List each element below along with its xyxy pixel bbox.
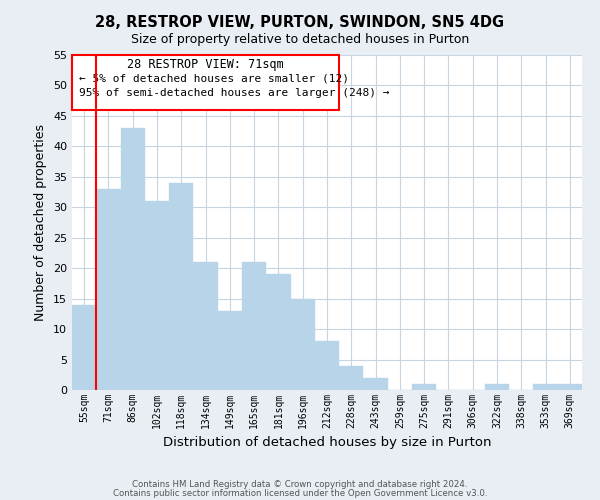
- Bar: [242, 262, 266, 390]
- Bar: [485, 384, 509, 390]
- Bar: [266, 274, 290, 390]
- Bar: [290, 298, 315, 390]
- X-axis label: Distribution of detached houses by size in Purton: Distribution of detached houses by size …: [163, 436, 491, 450]
- Bar: [339, 366, 364, 390]
- Bar: [193, 262, 218, 390]
- Y-axis label: Number of detached properties: Number of detached properties: [34, 124, 47, 321]
- Bar: [412, 384, 436, 390]
- Text: Size of property relative to detached houses in Purton: Size of property relative to detached ho…: [131, 32, 469, 46]
- Text: 95% of semi-detached houses are larger (248) →: 95% of semi-detached houses are larger (…: [79, 88, 390, 98]
- Bar: [145, 201, 169, 390]
- Text: Contains public sector information licensed under the Open Government Licence v3: Contains public sector information licen…: [113, 488, 487, 498]
- FancyBboxPatch shape: [72, 55, 339, 110]
- Bar: [121, 128, 145, 390]
- Bar: [169, 183, 193, 390]
- Bar: [533, 384, 558, 390]
- Text: 28, RESTROP VIEW, PURTON, SWINDON, SN5 4DG: 28, RESTROP VIEW, PURTON, SWINDON, SN5 4…: [95, 15, 505, 30]
- Bar: [218, 311, 242, 390]
- Text: 28 RESTROP VIEW: 71sqm: 28 RESTROP VIEW: 71sqm: [127, 58, 284, 70]
- Bar: [315, 342, 339, 390]
- Bar: [72, 304, 96, 390]
- Text: ← 5% of detached houses are smaller (12): ← 5% of detached houses are smaller (12): [79, 73, 349, 83]
- Bar: [558, 384, 582, 390]
- Bar: [96, 189, 121, 390]
- Bar: [364, 378, 388, 390]
- Text: Contains HM Land Registry data © Crown copyright and database right 2024.: Contains HM Land Registry data © Crown c…: [132, 480, 468, 489]
